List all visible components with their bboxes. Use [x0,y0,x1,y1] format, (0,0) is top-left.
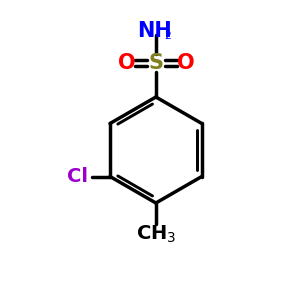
Text: $_2$: $_2$ [164,27,172,42]
Text: NH: NH [137,21,172,41]
Text: O: O [176,53,194,73]
Text: S: S [148,53,164,73]
Text: CH$_3$: CH$_3$ [136,223,176,244]
Text: O: O [118,53,135,73]
Text: Cl: Cl [67,167,88,186]
